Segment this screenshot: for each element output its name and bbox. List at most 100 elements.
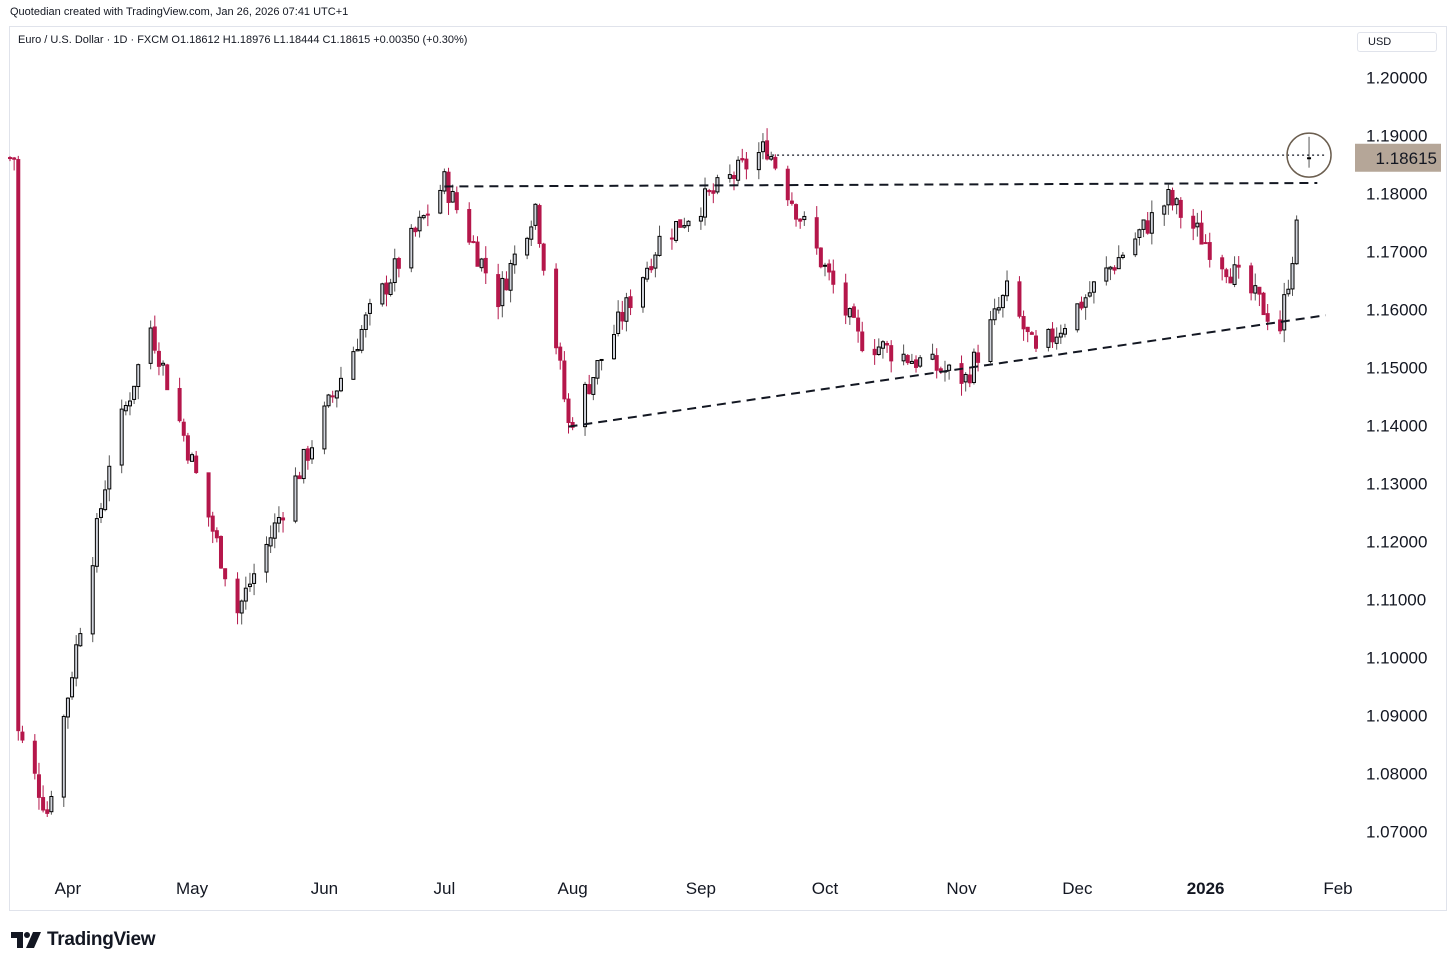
candle-up bbox=[1195, 222, 1200, 228]
candle-down bbox=[566, 398, 571, 423]
y-tick-label: 1.10000 bbox=[1366, 649, 1427, 668]
candle-up bbox=[442, 171, 447, 192]
candle-up bbox=[1149, 212, 1154, 234]
candle-up bbox=[1087, 292, 1092, 297]
candle-down bbox=[843, 282, 848, 316]
candle-up bbox=[351, 351, 356, 380]
candle-down bbox=[1021, 316, 1026, 330]
candle-up bbox=[409, 227, 414, 269]
candle-down bbox=[905, 355, 910, 364]
candle-down bbox=[181, 421, 186, 436]
candle-down bbox=[707, 190, 712, 193]
candle-up bbox=[94, 518, 99, 567]
candle-down bbox=[541, 243, 546, 271]
candle-up bbox=[674, 221, 679, 241]
candle-down bbox=[504, 278, 509, 291]
candle-up bbox=[1075, 303, 1080, 331]
candle-down bbox=[711, 190, 716, 194]
candle-up bbox=[1005, 280, 1010, 297]
candle-up bbox=[756, 152, 761, 171]
chart-pane[interactable] bbox=[9, 26, 1447, 911]
tradingview-brand[interactable]: TradingView bbox=[11, 929, 156, 951]
candle-down bbox=[1203, 242, 1208, 245]
candle-up bbox=[1253, 285, 1258, 294]
candle-up bbox=[392, 258, 397, 284]
candle-up bbox=[591, 377, 596, 395]
candle-down bbox=[1029, 332, 1034, 335]
candle-down bbox=[1265, 313, 1270, 322]
candle-down bbox=[959, 363, 964, 384]
candle-down bbox=[889, 345, 894, 362]
last-price-label: 1.18615 bbox=[1376, 149, 1437, 168]
candle-down bbox=[185, 435, 190, 461]
candle-up bbox=[322, 405, 327, 450]
y-tick-label: 1.12000 bbox=[1366, 533, 1427, 552]
x-tick-label: Jun bbox=[311, 879, 338, 898]
trendline bbox=[444, 181, 1318, 188]
candle-up bbox=[363, 314, 368, 330]
candle-down bbox=[206, 472, 211, 518]
candle-down bbox=[1249, 265, 1254, 294]
candle-up bbox=[1137, 229, 1142, 238]
candle-down bbox=[413, 227, 418, 233]
candle-down bbox=[620, 311, 625, 322]
candle-up bbox=[612, 334, 617, 360]
y-tick-label: 1.18000 bbox=[1366, 184, 1427, 203]
candle-up bbox=[653, 254, 658, 269]
candle-down bbox=[628, 296, 633, 309]
candle-down bbox=[330, 395, 335, 398]
candle-up bbox=[909, 360, 914, 364]
y-tick-label: 1.07000 bbox=[1366, 823, 1427, 842]
candle-down bbox=[885, 342, 890, 346]
candle-up bbox=[802, 215, 807, 221]
candle-down bbox=[425, 213, 430, 216]
candle-down bbox=[798, 218, 803, 222]
candle-up bbox=[624, 297, 629, 322]
candle-down bbox=[165, 364, 170, 391]
candle-up bbox=[49, 795, 54, 813]
y-tick-label: 1.20000 bbox=[1366, 68, 1427, 87]
candle-down bbox=[1224, 269, 1229, 278]
candle-up bbox=[698, 215, 703, 222]
candle-down bbox=[1178, 199, 1183, 218]
candle-up bbox=[703, 188, 708, 218]
x-tick-label: Sep bbox=[686, 879, 716, 898]
candle-down bbox=[1228, 276, 1233, 284]
candle-up bbox=[533, 203, 538, 226]
candle-down bbox=[1112, 267, 1117, 271]
candle-up bbox=[190, 454, 195, 462]
candle-up bbox=[334, 390, 339, 399]
candle-down bbox=[156, 350, 161, 367]
candle-down bbox=[396, 257, 401, 269]
candle-up bbox=[847, 308, 852, 318]
candle-up bbox=[992, 308, 997, 321]
x-tick-label: Dec bbox=[1062, 879, 1093, 898]
candle-down bbox=[1017, 281, 1022, 317]
candle-up bbox=[132, 385, 137, 400]
candle-down bbox=[152, 326, 157, 351]
candle-up bbox=[1141, 219, 1146, 230]
candle-up bbox=[99, 508, 104, 518]
candle-down bbox=[32, 740, 37, 774]
currency-button[interactable]: USD bbox=[1357, 32, 1437, 52]
candle-down bbox=[467, 209, 472, 243]
candle-up bbox=[421, 215, 426, 219]
candle-up bbox=[359, 328, 364, 351]
candle-down bbox=[1025, 326, 1030, 333]
candle-up bbox=[272, 522, 277, 539]
candle-up bbox=[268, 537, 273, 547]
candle-down bbox=[12, 157, 17, 160]
candle-up bbox=[264, 543, 269, 573]
candle-up bbox=[367, 303, 372, 314]
candle-down bbox=[214, 530, 219, 539]
candle-up bbox=[417, 216, 422, 232]
candle-down bbox=[587, 384, 592, 395]
symbol-ohlc-legend[interactable]: Euro / U.S. Dollar · 1D · FXCM O1.18612 … bbox=[18, 34, 468, 46]
candle-up bbox=[500, 277, 505, 307]
x-tick-label: Apr bbox=[55, 879, 82, 898]
candle-down bbox=[678, 219, 683, 228]
candle-up bbox=[1166, 189, 1171, 206]
candle-down bbox=[1050, 328, 1055, 343]
candle-up bbox=[1062, 328, 1067, 335]
